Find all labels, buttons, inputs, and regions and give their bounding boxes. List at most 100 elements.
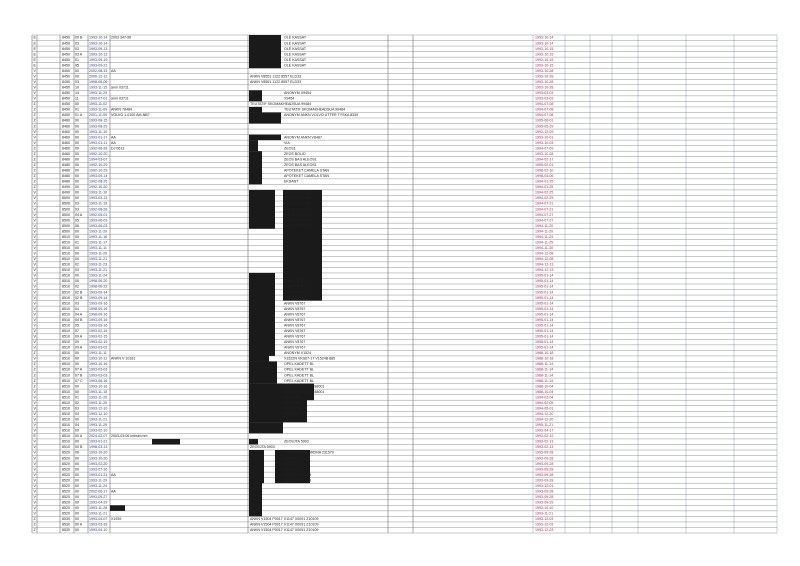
record-id: 8510 <box>62 340 70 344</box>
record-id: 8450 <box>62 47 70 51</box>
sub-id: 07 <box>75 329 79 333</box>
sub-id: 00 <box>75 69 79 73</box>
date: 1993-11-11 <box>89 351 107 355</box>
flag: V <box>34 301 37 305</box>
end-date: 1994-02-25 <box>535 191 553 195</box>
note: ANKN 78484 <box>111 108 132 112</box>
note: AA <box>111 141 116 145</box>
redaction <box>249 140 258 152</box>
record-id: 8520 <box>62 501 70 505</box>
description: VIA <box>284 141 290 145</box>
description: ZEOSJTA 5903 <box>284 440 309 444</box>
date: 1993-09-16 <box>89 318 107 322</box>
date: 1993-03-03 <box>89 373 107 377</box>
end-date: 1995-01-14 <box>535 279 553 283</box>
flag: Z <box>34 157 37 161</box>
sub-id: 01 A <box>75 113 83 117</box>
end-date: 1995-01-14 <box>535 335 553 339</box>
description: ANKN V8551 1122 8557 ELD33 <box>250 74 301 78</box>
description: OPEL KADETT BL <box>284 368 314 372</box>
sub-id: 00 <box>75 180 79 184</box>
date: 1993-12-10 <box>89 406 107 410</box>
flag: V <box>34 412 37 416</box>
end-date: 1988-11-14 <box>535 379 553 383</box>
description: ZEOV TAL <box>284 406 301 410</box>
flag: Z <box>34 113 37 117</box>
record-id: 8520 <box>62 473 70 477</box>
record-id: 8520 <box>62 484 70 488</box>
end-date: 1994-02-17 <box>535 157 553 161</box>
end-date: 1994-07-08 <box>535 102 553 106</box>
record-id: 8510 <box>62 301 70 305</box>
record-id: 8520 <box>62 489 70 493</box>
sub-id: 00 <box>75 473 79 477</box>
sub-id: 04 A <box>75 213 83 217</box>
sub-id: 00 <box>75 484 79 488</box>
flag: V <box>34 323 37 327</box>
sub-id: 04 <box>75 412 79 416</box>
date: 1993-09-16 <box>89 323 107 327</box>
flag: V <box>34 478 37 482</box>
sub-id: 05 <box>75 63 79 67</box>
flag: V <box>34 207 37 211</box>
sub-id: 01 <box>75 395 79 399</box>
record-id: 8510 <box>62 418 70 422</box>
date: 1992-10-29 <box>89 169 107 173</box>
sub-id: 00 <box>75 74 79 78</box>
sub-id: 00 <box>75 467 79 471</box>
date: 1993-11-16 <box>89 235 107 239</box>
description: ZEOV TAL <box>284 401 301 405</box>
flag: E <box>34 63 37 67</box>
flag: V <box>34 445 37 449</box>
date: 1993-04-10 <box>89 528 107 532</box>
description: OLÉ KASSAT <box>284 40 307 45</box>
sub-id: 00 <box>75 362 79 366</box>
date: 1992-05-01 <box>89 213 107 217</box>
end-date: 1995-01-14 <box>535 290 553 294</box>
record-id: 8460 <box>62 130 70 134</box>
flag: V <box>34 69 37 73</box>
date: 1993-11-02 <box>89 102 107 106</box>
date: 1993-11-11 <box>89 246 107 250</box>
record-id: 8480 <box>62 174 70 178</box>
description: OPEL KADETT BL <box>284 379 314 383</box>
sub-id: 10 <box>75 86 79 90</box>
end-date: 1993-10-15 <box>535 58 553 62</box>
date: 2024-02-07 <box>89 434 107 438</box>
sub-id: 04 A <box>75 312 83 316</box>
sub-id: 00 <box>75 489 79 493</box>
date: 1993-11-23 <box>89 263 107 267</box>
end-date: 1993-02-12 <box>535 434 553 438</box>
flag: V <box>34 285 37 289</box>
record-id: 8510 <box>62 434 70 438</box>
end-date: 1993-10-14 <box>535 36 553 40</box>
record-id: 8510 <box>62 312 70 316</box>
date: 1992-08-28 <box>89 146 107 150</box>
flag: V <box>34 462 37 466</box>
flag: V <box>34 235 37 239</box>
flag: V <box>34 406 37 410</box>
flag: E <box>34 58 37 62</box>
sub-id: 03 <box>75 80 79 84</box>
flag: E <box>34 47 37 51</box>
record-id: 8510 <box>62 323 70 327</box>
description: ANONYM ANKN VOLVO UTTER TYSKA 8339 <box>284 113 358 117</box>
record-id: 8520 <box>62 456 70 460</box>
end-date: 1995-01-14 <box>535 285 553 289</box>
flag: V <box>34 346 37 350</box>
date: 1993-02-10 <box>89 429 107 433</box>
sub-id: 03 <box>75 202 79 206</box>
description: ANKN V8767 <box>284 285 305 289</box>
sub-id: 00 <box>75 506 79 510</box>
flag: V <box>34 467 37 471</box>
record-id: 8510 <box>62 401 70 405</box>
sub-id: 02 <box>75 401 79 405</box>
record-id: 8510 <box>62 346 70 350</box>
sub-id: 00 <box>75 141 79 145</box>
record-id: 8450 <box>62 69 70 73</box>
end-date: 1988-11-14 <box>535 362 553 366</box>
end-date: 1993-10-28 <box>535 74 553 78</box>
description: ANKN V8767 <box>284 301 305 305</box>
sub-id: 05 <box>75 323 79 327</box>
